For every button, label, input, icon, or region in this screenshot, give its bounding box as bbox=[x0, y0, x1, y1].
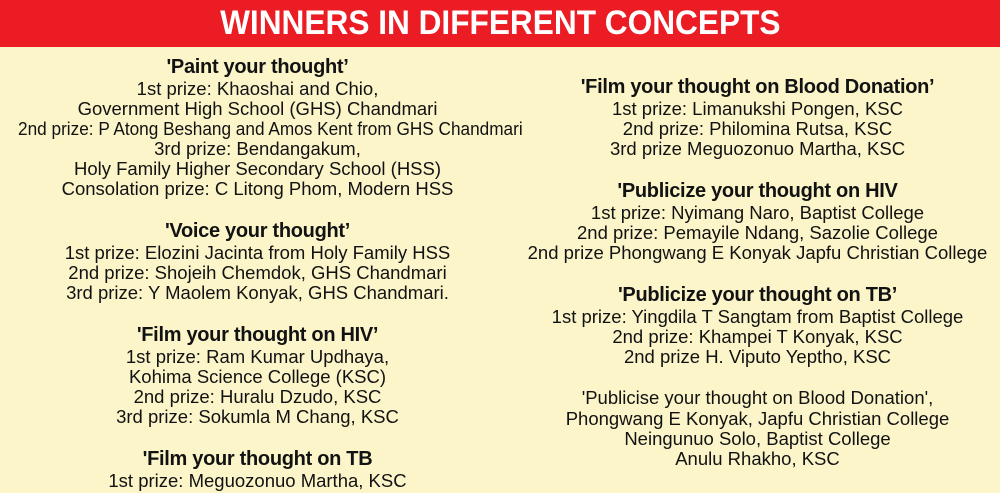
winner-line: 2nd prize: Pemayile Ndang, Sazolie Colle… bbox=[577, 222, 938, 243]
winner-line: 1st prize: Limanukshi Pongen, KSC bbox=[611, 98, 903, 119]
winner-line: Holy Family Higher Secondary School (HSS… bbox=[73, 158, 442, 179]
section-publicise-your-thought-on-blood-donation: 'Publicise your thought on Blood Donatio… bbox=[515, 388, 1000, 469]
winner-line: 1st prize: Yingdila T Sangtam from Bapti… bbox=[551, 306, 964, 327]
section-film-your-thought-on-blood-donation: 'Film your thought on Blood Donation’ 1s… bbox=[515, 76, 1000, 159]
winner-line: Neingunuo Solo, Baptist College bbox=[624, 428, 891, 449]
header-bar: WINNERS IN DIFFERENT CONCEPTS bbox=[0, 0, 1000, 47]
section-paint-your-thought: 'Paint your thought’ 1st prize: Khaoshai… bbox=[0, 56, 523, 199]
winner-line: Government High School (GHS) Chandmari bbox=[77, 98, 438, 119]
section-film-your-thought-on-tb: 'Film your thought on TB 1st prize: Megu… bbox=[0, 448, 515, 491]
left-column: 'Paint your thought’ 1st prize: Khaoshai… bbox=[0, 47, 523, 491]
winner-line: 1st prize: Ram Kumar Updhaya, bbox=[125, 346, 390, 367]
winner-line: 2nd prize Phongwang E Konyak Japfu Chris… bbox=[527, 242, 988, 263]
winner-line: 3rd prize: Sokumla M Chang, KSC bbox=[116, 406, 399, 427]
winner-line: 2nd prize: Philomina Rutsa, KSC bbox=[622, 118, 893, 139]
winner-line: 2nd prize: Khampei T Konyak, KSC bbox=[612, 326, 903, 347]
right-column: 'Film your thought on Blood Donation’ 1s… bbox=[515, 47, 1000, 469]
content-columns: 'Paint your thought’ 1st prize: Khaoshai… bbox=[0, 47, 1000, 491]
section-title: 'Publicize your thought on TB’ bbox=[617, 284, 898, 306]
section-voice-your-thought: 'Voice your thought’ 1st prize: Elozini … bbox=[0, 220, 515, 303]
section-film-your-thought-on-hiv: 'Film your thought on HIV’ 1st prize: Ra… bbox=[0, 324, 515, 427]
section-title: 'Paint your thought’ bbox=[166, 56, 349, 78]
section-title: 'Publicize your thought on HIV bbox=[617, 180, 898, 202]
section-title: 'Publicise your thought on Blood Donatio… bbox=[581, 387, 934, 408]
winner-line: 1st prize: Nyimang Naro, Baptist College bbox=[590, 202, 925, 223]
winner-line: Kohima Science College (KSC) bbox=[128, 366, 387, 387]
winner-line: 3rd prize: Bendangakum, bbox=[154, 138, 361, 159]
section-title: 'Film your thought on TB bbox=[142, 448, 373, 470]
winner-line: Consolation prize: C Litong Phom, Modern… bbox=[61, 178, 454, 199]
winner-line: 2nd prize: P Atong Beshang and Amos Kent… bbox=[18, 118, 523, 139]
winner-line: 2nd prize H. Viputo Yeptho, KSC bbox=[623, 346, 892, 367]
section-publicize-your-thought-on-tb: 'Publicize your thought on TB’ 1st prize… bbox=[515, 284, 1000, 367]
winner-line: 3rd prize Meguozonuo Martha, KSC bbox=[609, 138, 906, 159]
page-title: WINNERS IN DIFFERENT CONCEPTS bbox=[219, 3, 781, 42]
section-title: 'Film your thought on Blood Donation’ bbox=[580, 76, 935, 98]
winner-line: 1st prize: Meguozonuo Martha, KSC bbox=[108, 470, 407, 491]
section-title: 'Voice your thought’ bbox=[164, 220, 351, 242]
section-title: 'Film your thought on HIV’ bbox=[136, 324, 379, 346]
winner-line: 1st prize: Elozini Jacinta from Holy Fam… bbox=[64, 242, 451, 263]
winner-line: 2nd prize: Huralu Dzudo, KSC bbox=[133, 386, 382, 407]
winner-line: Phongwang E Konyak, Japfu Christian Coll… bbox=[565, 408, 950, 429]
winner-line: 2nd prize: Shojeih Chemdok, GHS Chandmar… bbox=[68, 262, 447, 283]
winner-line: Anulu Rhakho, KSC bbox=[675, 448, 840, 469]
winner-line: 1st prize: Khaoshai and Chio, bbox=[136, 78, 379, 99]
winner-line: 3rd prize: Y Maolem Konyak, GHS Chandmar… bbox=[66, 282, 449, 303]
section-publicize-your-thought-on-hiv: 'Publicize your thought on HIV 1st prize… bbox=[515, 180, 1000, 263]
